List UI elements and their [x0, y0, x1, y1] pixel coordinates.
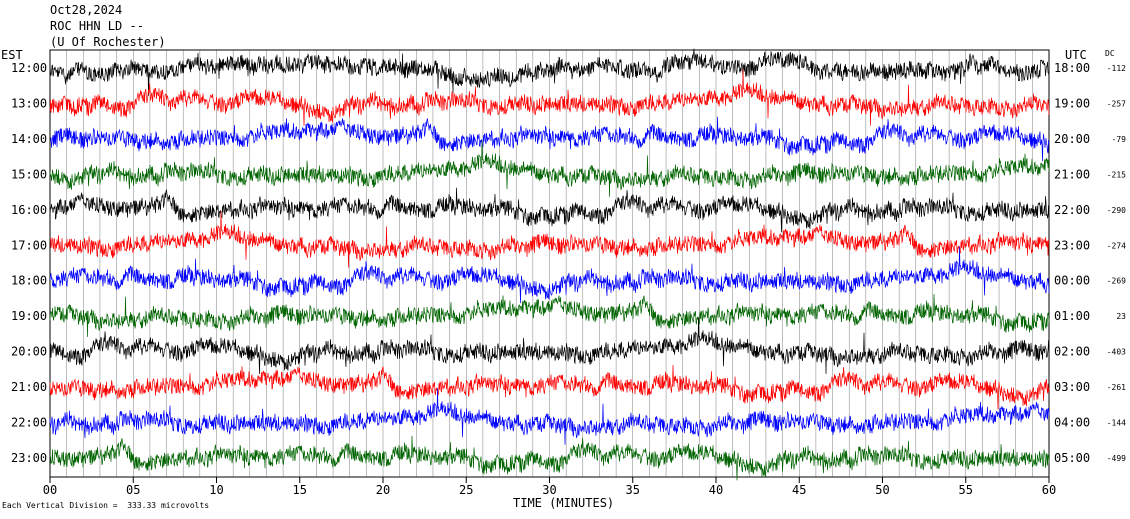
x-tick-label: 35 — [626, 483, 640, 497]
dc-offset-label: 23 — [1116, 312, 1126, 321]
dc-offset-label: -79 — [1112, 135, 1127, 144]
x-tick-label: 55 — [959, 483, 973, 497]
x-tick-label: 60 — [1042, 483, 1056, 497]
utc-hour-label: 22:00 — [1054, 203, 1090, 217]
est-hour-label: 23:00 — [11, 451, 47, 465]
est-hour-label: 13:00 — [11, 96, 47, 110]
x-tick-label: 30 — [542, 483, 556, 497]
x-tick-label: 10 — [209, 483, 223, 497]
est-hour-label: 19:00 — [11, 309, 47, 323]
x-tick-label: 15 — [293, 483, 307, 497]
dc-offset-label: -274 — [1107, 241, 1126, 250]
utc-hour-label: 02:00 — [1054, 345, 1090, 359]
dc-offset-label: -403 — [1107, 348, 1126, 357]
est-hour-label: 18:00 — [11, 274, 47, 288]
x-tick-label: 05 — [126, 483, 140, 497]
x-tick-label: 45 — [792, 483, 806, 497]
utc-hour-label: 19:00 — [1054, 96, 1090, 110]
dc-offset-label: -257 — [1107, 99, 1126, 108]
trace-line — [49, 435, 1050, 481]
dc-offset-label: -215 — [1107, 170, 1126, 179]
est-hour-label: 22:00 — [11, 416, 47, 430]
trace-line — [49, 294, 1050, 338]
trace-line — [49, 48, 1050, 97]
date-label: Oct28,2024 — [50, 3, 123, 17]
est-axis-label: EST — [1, 48, 23, 62]
utc-hour-label: 01:00 — [1054, 309, 1090, 323]
x-tick-label: 40 — [709, 483, 723, 497]
station-label: ROC HHN LD -- — [50, 19, 144, 33]
dc-offset-label: -112 — [1107, 64, 1126, 73]
trace-line — [49, 210, 1050, 268]
est-hour-label: 14:00 — [11, 132, 47, 146]
est-hour-label: 20:00 — [11, 345, 47, 359]
x-tick-label: 00 — [43, 483, 57, 497]
dc-offset-label: -269 — [1107, 277, 1126, 286]
x-tick-label: 50 — [875, 483, 889, 497]
location-label: (U Of Rochester) — [50, 35, 166, 49]
utc-hour-label: 00:00 — [1054, 274, 1090, 288]
utc-hour-label: 18:00 — [1054, 61, 1090, 75]
dc-offset-label: -261 — [1107, 383, 1126, 392]
utc-hour-label: 21:00 — [1054, 167, 1090, 181]
trace-line — [49, 69, 1050, 126]
dc-offset-label: -144 — [1107, 419, 1126, 428]
x-tick-label: 25 — [459, 483, 473, 497]
utc-hour-label: 03:00 — [1054, 380, 1090, 394]
est-hour-label: 21:00 — [11, 380, 47, 394]
trace-line — [49, 140, 1050, 197]
est-hour-label: 17:00 — [11, 238, 47, 252]
est-hour-label: 12:00 — [11, 61, 47, 75]
utc-hour-label: 23:00 — [1054, 238, 1090, 252]
utc-hour-label: 04:00 — [1054, 416, 1090, 430]
x-tick-label: 20 — [376, 483, 390, 497]
trace-line — [49, 116, 1050, 162]
trace-line — [49, 388, 1050, 445]
trace-line — [49, 317, 1050, 375]
trace-line — [49, 364, 1050, 410]
dc-offset-label: -290 — [1107, 206, 1126, 215]
est-hour-label: 15:00 — [11, 167, 47, 181]
dc-column-label: DC — [1105, 49, 1115, 58]
trace-line — [49, 246, 1050, 304]
dc-offset-label: -499 — [1107, 454, 1126, 463]
utc-hour-label: 05:00 — [1054, 451, 1090, 465]
utc-hour-label: 20:00 — [1054, 132, 1090, 146]
utc-axis-label: UTC — [1065, 48, 1087, 62]
trace-line — [49, 187, 1050, 233]
x-axis-title: TIME (MINUTES) — [513, 496, 615, 510]
est-hour-label: 16:00 — [11, 203, 47, 217]
scale-footer: Each Vertical Division = 333.33 microvol… — [2, 501, 210, 510]
